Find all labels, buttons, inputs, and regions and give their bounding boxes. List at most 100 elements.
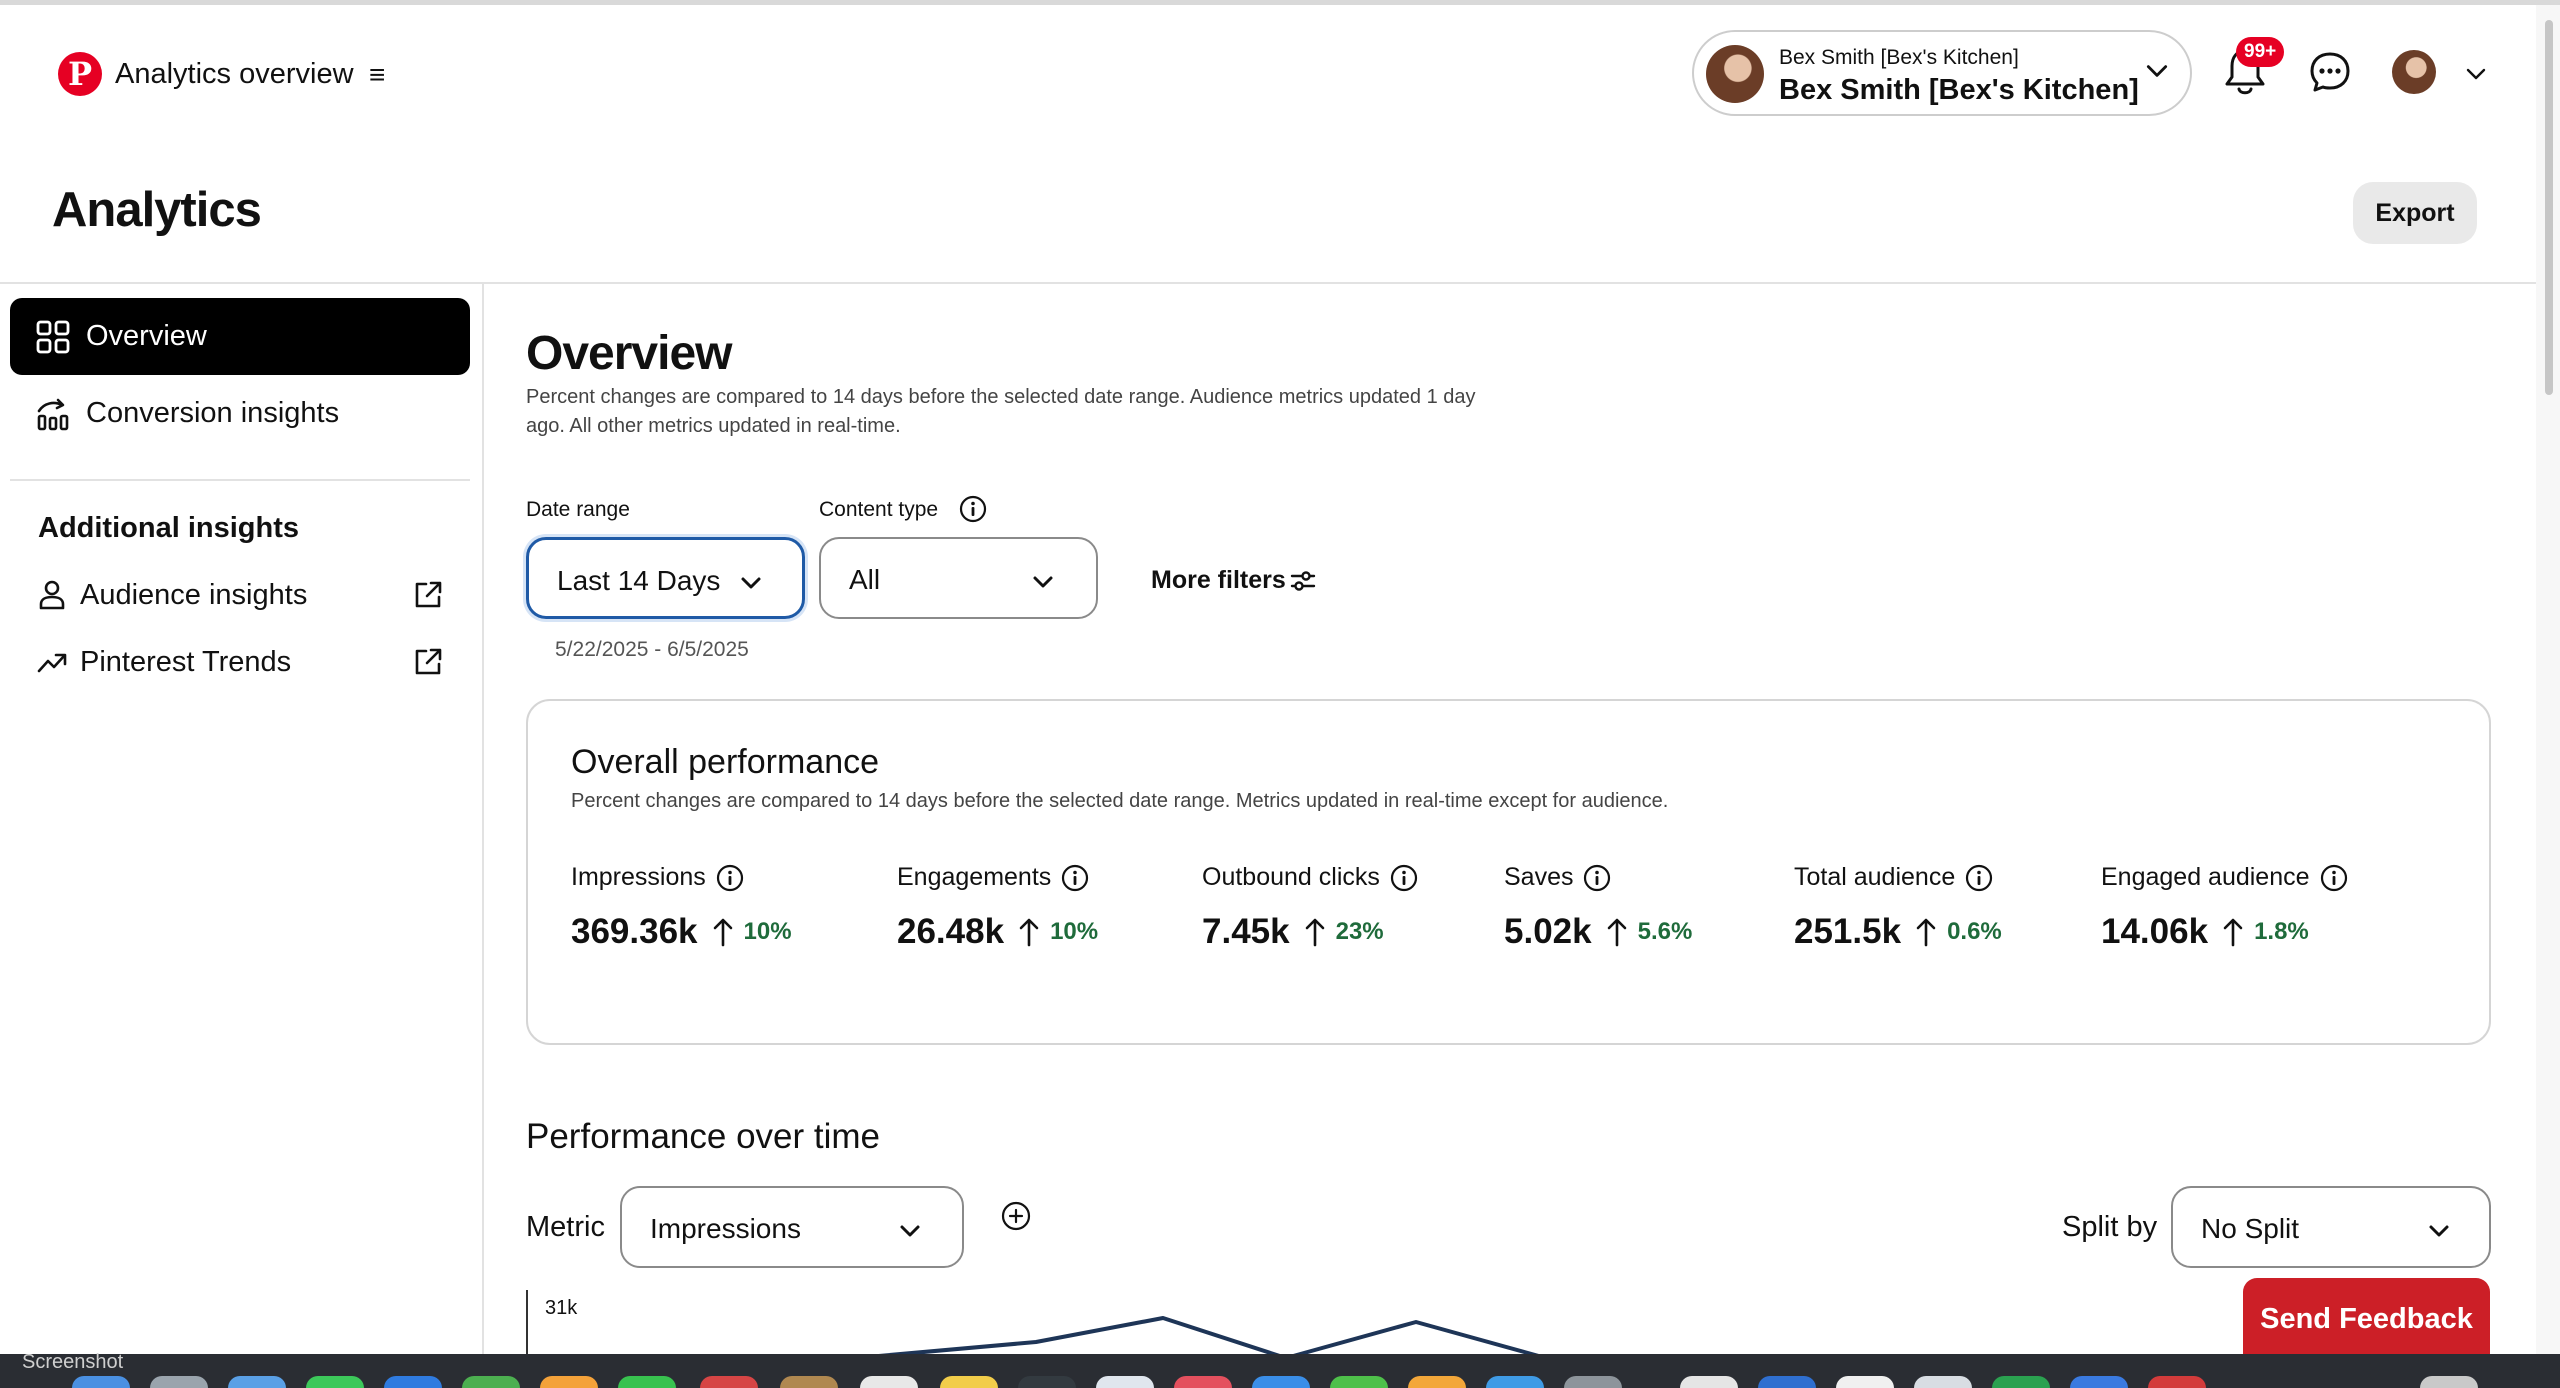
sidebar-separator <box>10 479 470 481</box>
info-icon[interactable] <box>1390 864 1418 892</box>
sidebar-item-label: Conversion insights <box>86 397 340 429</box>
chevron-down-icon <box>741 577 761 589</box>
dock-app-icon[interactable] <box>2070 1376 2128 1388</box>
metric-value: 7.45k <box>1202 912 1290 951</box>
metric-total-audience[interactable]: Total audience 251.5k 0.6% <box>1794 863 2002 952</box>
metric-label: Saves <box>1504 863 1574 891</box>
account-switcher[interactable]: Bex Smith [Bex's Kitchen] Bex Smith [Bex… <box>1692 30 2192 116</box>
dock-app-icon[interactable] <box>1018 1376 1076 1388</box>
sidebar-item-pinterest-trends[interactable]: Pinterest Trends <box>10 632 470 692</box>
send-feedback-button[interactable]: Send Feedback <box>2243 1278 2490 1360</box>
dock-app-icon[interactable] <box>1992 1376 2050 1388</box>
sidebar-item-label: Pinterest Trends <box>80 646 292 678</box>
dock-app-icon[interactable] <box>462 1376 520 1388</box>
arrow-up-icon <box>1019 918 1039 947</box>
filter-sliders-icon[interactable] <box>1290 568 1316 594</box>
arrow-up-icon <box>713 918 732 947</box>
metric-engaged-audience[interactable]: Engaged audience 14.06k 1.8% <box>2101 863 2348 952</box>
metric-change: 10% <box>1050 918 1099 945</box>
info-icon[interactable] <box>959 495 987 523</box>
arrow-up-icon <box>1607 918 1626 947</box>
conversion-chart-icon <box>37 398 69 431</box>
scrollbar-thumb[interactable] <box>2545 20 2553 395</box>
metric-label: Engaged audience <box>2101 863 2310 891</box>
dock-app-icon[interactable] <box>700 1376 758 1388</box>
dock-app-icon[interactable] <box>1408 1376 1466 1388</box>
sidebar-item-audience-insights[interactable]: Audience insights <box>10 565 470 625</box>
dock-app-icon[interactable] <box>2148 1376 2206 1388</box>
dock-app-icon[interactable] <box>228 1376 286 1388</box>
app-title: Analytics overview <box>115 58 354 90</box>
overview-title: Overview <box>526 327 732 380</box>
chevron-down-icon[interactable] <box>2464 62 2488 86</box>
metric-impressions[interactable]: Impressions 369.36k 10% <box>571 863 792 952</box>
metric-value: 14.06k <box>2101 912 2209 951</box>
info-icon[interactable] <box>716 864 744 892</box>
user-avatar[interactable] <box>2392 50 2436 94</box>
external-link-icon <box>415 581 442 608</box>
dock-app-icon[interactable] <box>1330 1376 1388 1388</box>
dock-app-icon[interactable] <box>1174 1376 1232 1388</box>
dock-app-icon[interactable] <box>384 1376 442 1388</box>
info-icon[interactable] <box>1061 864 1089 892</box>
dock-app-icon[interactable] <box>1486 1376 1544 1388</box>
dock-app-icon[interactable] <box>940 1376 998 1388</box>
dock-app-icon[interactable] <box>306 1376 364 1388</box>
metric-change: 0.6% <box>1947 918 2002 945</box>
metric-select[interactable]: Impressions <box>620 1186 964 1268</box>
metric-outbound-clicks[interactable]: Outbound clicks 7.45k 23% <box>1202 863 1418 952</box>
pinterest-logo-icon[interactable]: P <box>58 52 102 96</box>
content-type-select[interactable]: All <box>819 537 1098 619</box>
hamburger-menu-icon[interactable]: ≡ <box>369 59 386 90</box>
split-by-select[interactable]: No Split <box>2171 1186 2491 1268</box>
metric-engagements[interactable]: Engagements 26.48k 10% <box>897 863 1098 952</box>
dock-app-icon[interactable] <box>618 1376 676 1388</box>
arrow-up-icon <box>1305 918 1324 947</box>
dock-app-icon[interactable] <box>1758 1376 1816 1388</box>
metric-value: 369.36k <box>571 912 698 951</box>
dock-app-icon[interactable] <box>1836 1376 1894 1388</box>
overall-performance-description: Percent changes are compared to 14 days … <box>571 790 1669 812</box>
metric-change: 1.8% <box>2254 918 2309 945</box>
info-icon[interactable] <box>2320 864 2348 892</box>
dock-app-icon[interactable] <box>860 1376 918 1388</box>
sidebar-divider <box>482 283 484 1388</box>
dock-app-icon[interactable] <box>540 1376 598 1388</box>
external-link-icon <box>415 648 442 675</box>
metric-label: Total audience <box>1794 863 1956 891</box>
export-button[interactable]: Export <box>2353 182 2477 244</box>
dock-app-icon[interactable] <box>150 1376 208 1388</box>
dock-app-icon[interactable] <box>72 1376 130 1388</box>
dock-app-icon[interactable] <box>1914 1376 1972 1388</box>
dock-app-icon[interactable] <box>780 1376 838 1388</box>
date-range-label: Date range <box>526 498 630 521</box>
add-metric-icon[interactable] <box>1000 1200 1032 1232</box>
metric-change: 23% <box>1335 918 1384 945</box>
dock-app-icon[interactable] <box>1564 1376 1622 1388</box>
dock-trash-icon[interactable] <box>2420 1376 2478 1388</box>
dock-app-icon[interactable] <box>1252 1376 1310 1388</box>
more-filters-button[interactable]: More filters <box>1151 566 1286 594</box>
content-type-value: All <box>849 564 881 595</box>
account-avatar <box>1706 45 1764 103</box>
metric-value: 5.02k <box>1504 912 1592 951</box>
trend-icon <box>37 653 67 673</box>
date-range-dates: 5/22/2025 - 6/5/2025 <box>555 638 749 661</box>
overall-performance-title: Overall performance <box>571 743 880 781</box>
date-range-select[interactable]: Last 14 Days <box>526 537 805 619</box>
performance-over-time-title: Performance over time <box>526 1117 881 1156</box>
info-icon[interactable] <box>1965 864 1993 892</box>
chevron-down-icon <box>2429 1225 2449 1237</box>
sidebar-item-conversion-insights[interactable]: Conversion insights <box>10 375 470 452</box>
info-icon[interactable] <box>1583 864 1611 892</box>
metric-saves[interactable]: Saves 5.02k 5.6% <box>1504 863 1692 952</box>
messages-icon[interactable] <box>2308 50 2352 94</box>
metric-value: 26.48k <box>897 912 1005 951</box>
additional-insights-heading: Additional insights <box>38 512 299 544</box>
dock-app-icon[interactable] <box>1680 1376 1738 1388</box>
sidebar-item-overview[interactable]: Overview <box>10 298 470 375</box>
person-icon <box>39 580 65 610</box>
notification-badge: 99+ <box>2236 37 2285 67</box>
dock-app-icon[interactable] <box>1096 1376 1154 1388</box>
metric-select-label: Metric <box>526 1211 605 1243</box>
